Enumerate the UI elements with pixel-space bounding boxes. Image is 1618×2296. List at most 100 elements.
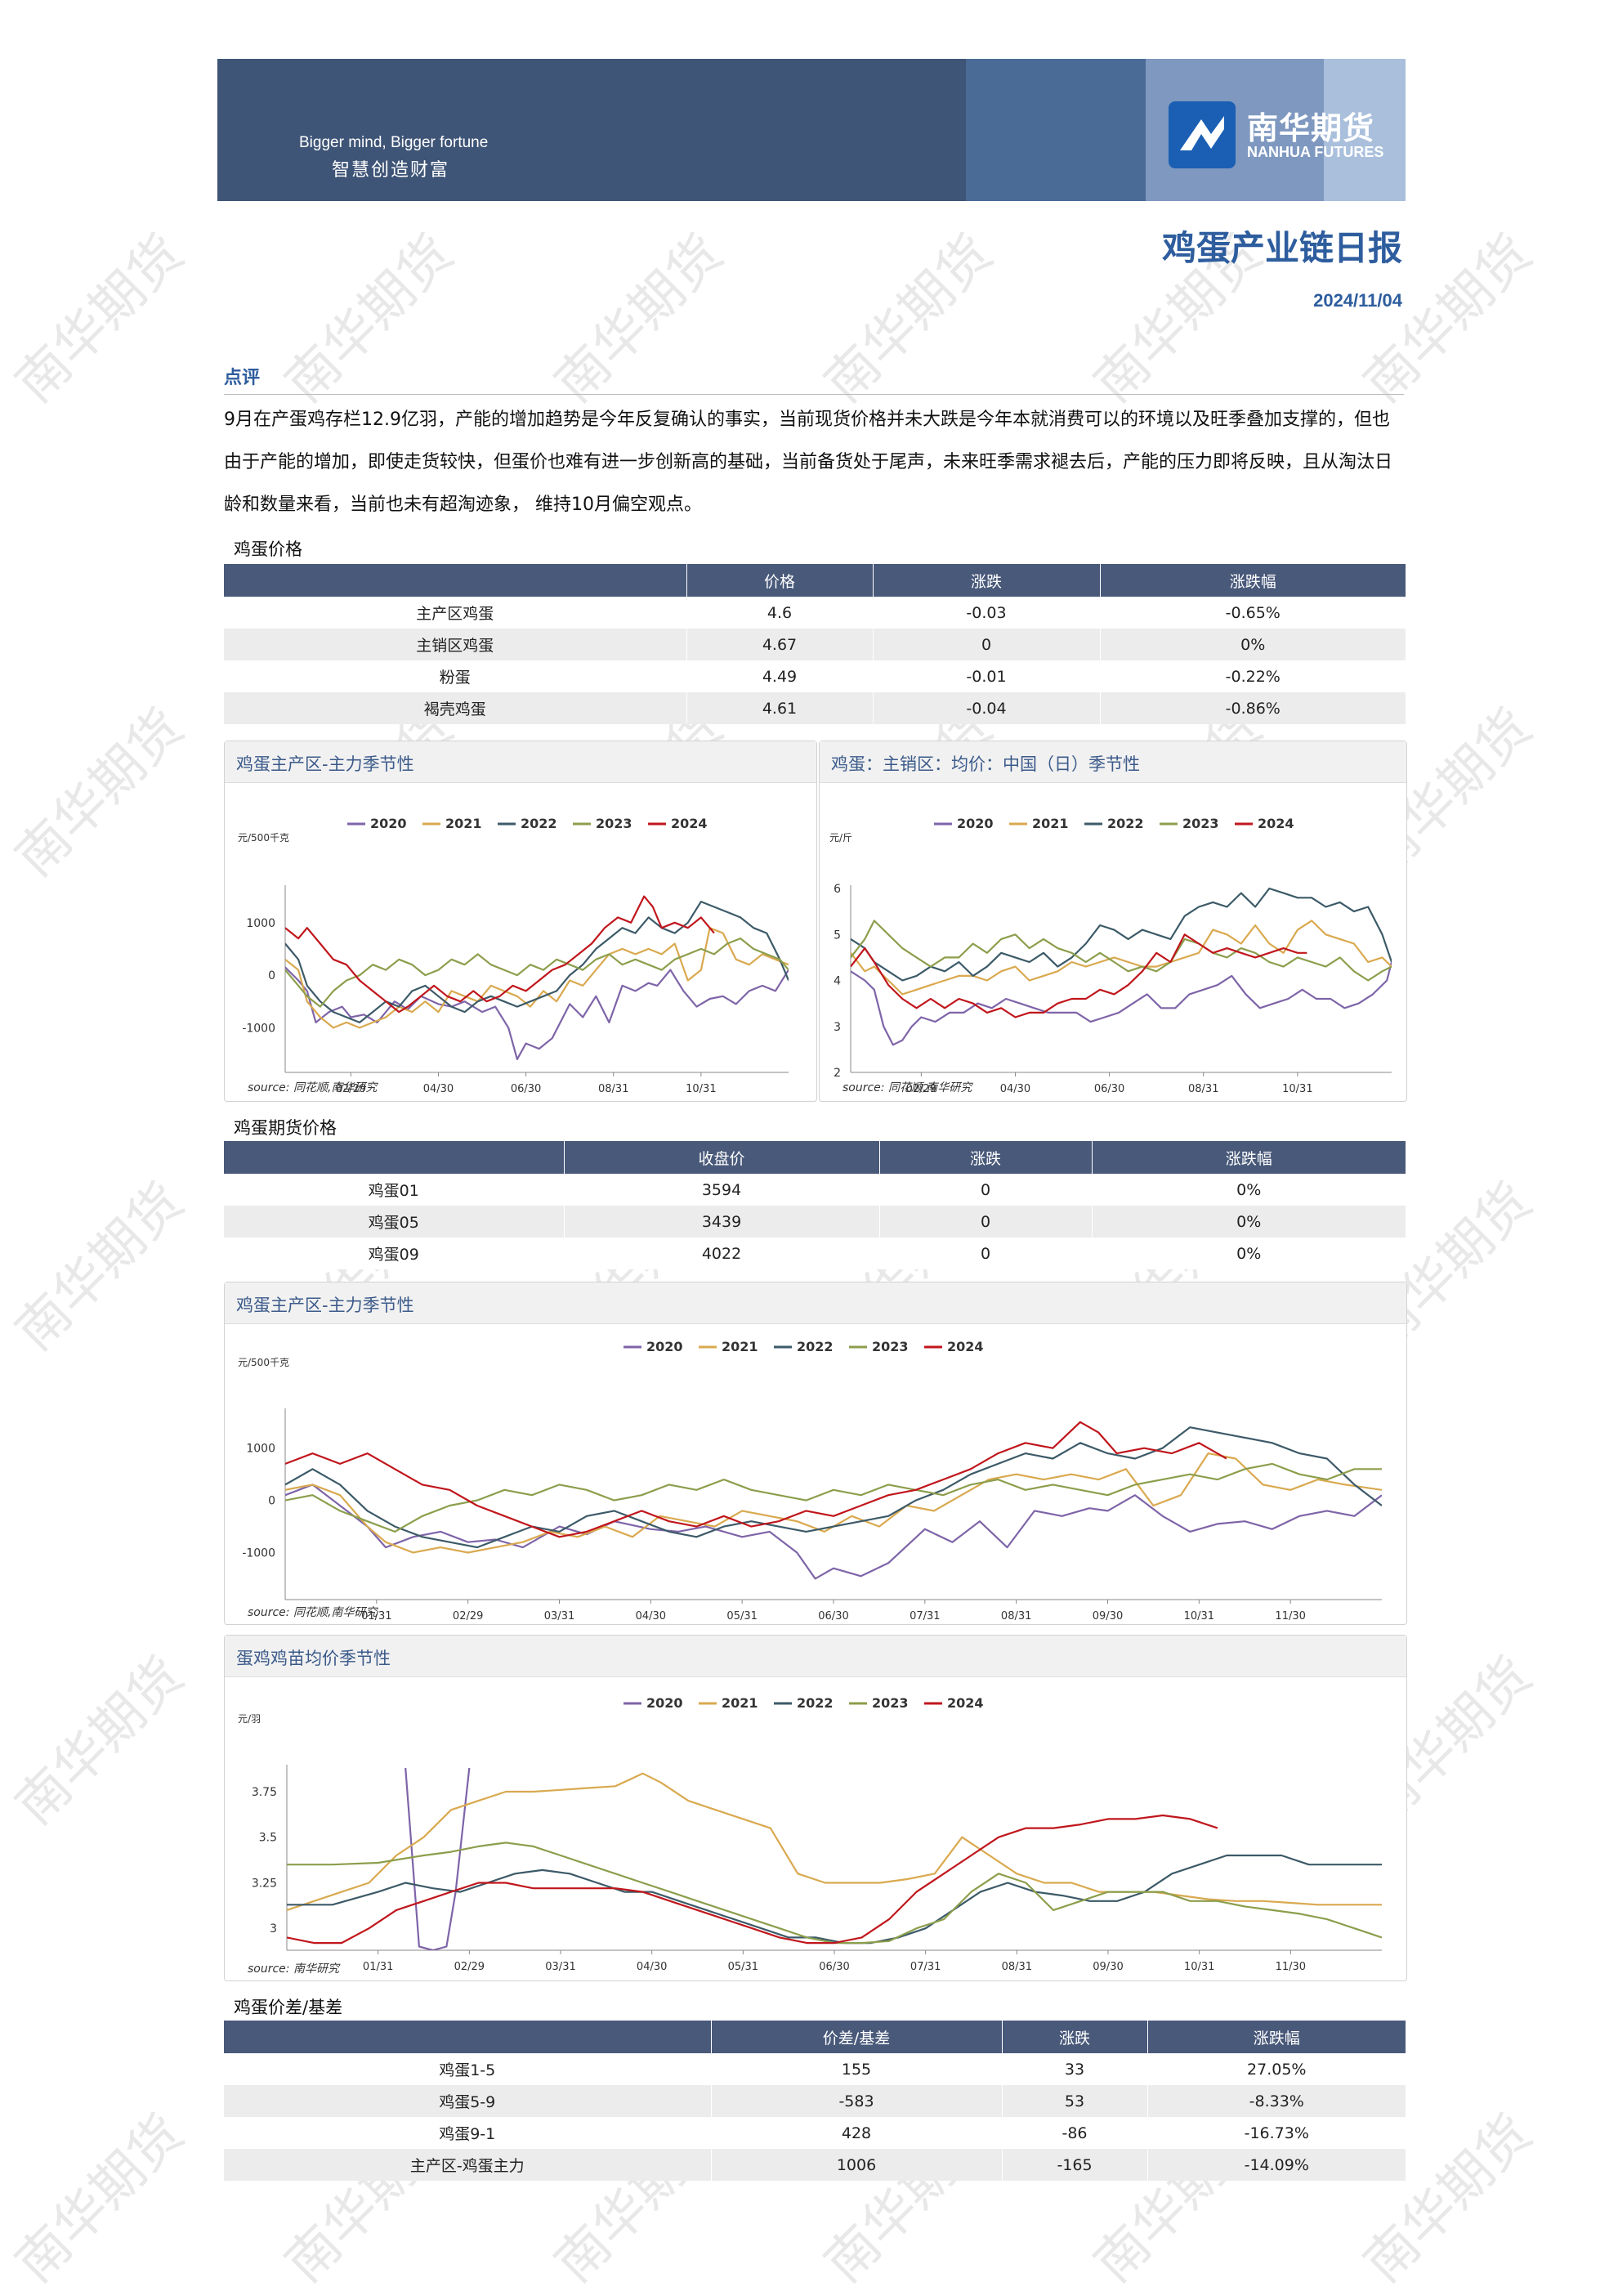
watermark-text: 南华期货: [543, 223, 735, 414]
logo-text-en: NANHUA FUTURES: [1247, 144, 1384, 160]
x-tick-label: 10/31: [1184, 1610, 1214, 1622]
x-tick-label: 08/31: [598, 1083, 628, 1095]
x-tick-label: 02/29: [453, 1610, 483, 1622]
series-line-2024: [851, 933, 1307, 1018]
legend-label: 2023: [596, 816, 632, 831]
series-line-2022: [285, 1426, 1382, 1549]
series-line-2021: [851, 920, 1392, 996]
watermark-text: 南华期货: [4, 1645, 195, 1837]
y-axis-label: 元/羽: [238, 1713, 261, 1725]
series-line-2021: [285, 1452, 1382, 1554]
watermark-text: 南华期货: [4, 223, 195, 414]
table-cell: 1006: [711, 2149, 1003, 2181]
chart-panel-chick-price: 蛋鸡鸡苗均价季节性 元/羽 3.75 3.5 3.25 3 01/31 02/29 03/31…: [224, 1635, 1407, 1981]
x-tick-label: 01/31: [363, 1961, 393, 1973]
table-cell: 0%: [1092, 1174, 1406, 1206]
table-cell: 0: [879, 1174, 1093, 1206]
x-tick-label: 10/31: [1184, 1961, 1214, 1973]
y-axis-label: 元/500千克: [238, 1357, 289, 1368]
series-line-2023: [287, 1842, 1382, 1945]
seasonal-line-chart: 元/斤 6 5 4 3 2 02/29 04/30 06/30 08/31 10/31 2020 202…: [829, 816, 1392, 1095]
table-cell: 0%: [1100, 629, 1406, 660]
series-line-2020: [404, 1767, 471, 1950]
table-header: 价格: [686, 564, 874, 597]
table-cell: 主销区鸡蛋: [224, 629, 687, 660]
table-cell: 0: [879, 1206, 1093, 1238]
x-tick-label: 10/31: [1282, 1083, 1312, 1095]
legend-label: 2021: [445, 816, 482, 831]
x-tick-label: 11/30: [1276, 1961, 1306, 1973]
table-cell: -165: [1002, 2149, 1148, 2181]
table-row: 粉蛋 4.49 -0.01 -0.22%: [224, 660, 1406, 692]
table-cell: 鸡蛋1-5: [224, 2053, 712, 2085]
chart-source: source: 同花顺,南华研究: [248, 1606, 378, 1619]
table-cell: 3439: [564, 1206, 880, 1238]
y-tick-label: 3: [270, 1922, 277, 1936]
y-tick-label: 4: [834, 975, 841, 988]
table-header: [224, 2021, 712, 2053]
x-tick-label: 08/31: [1188, 1083, 1218, 1095]
x-tick-label: 02/29: [454, 1961, 485, 1973]
legend-label: 2021: [722, 1695, 758, 1711]
chart-title: 鸡蛋主产区-主力季节性: [236, 1296, 414, 1315]
comment-text: 9月在产蛋鸡存栏12.9亿羽，产能的增加趋势是今年反复确认的事实，当前现货价格并…: [224, 410, 1393, 515]
table-header: 涨跌幅: [1100, 564, 1406, 597]
table-cell: 3594: [564, 1174, 880, 1206]
table-cell: 鸡蛋9-1: [224, 2117, 712, 2149]
nanhua-logo-icon: [1169, 101, 1236, 168]
x-tick-label: 03/31: [544, 1610, 574, 1622]
table-row: 鸡蛋09 4022 0 0%: [224, 1238, 1406, 1269]
x-tick-label: 02/29: [906, 1083, 936, 1095]
x-tick-label: 09/30: [1093, 1961, 1123, 1973]
header-banner: Bigger mind, Bigger fortune 智慧创造财富 南华期货 …: [217, 59, 1406, 201]
table-cell: -583: [711, 2085, 1003, 2117]
chart-source: source: 同花顺,南华研究: [843, 1081, 973, 1094]
legend-label: 2021: [1032, 816, 1069, 831]
table-cell: -0.22%: [1100, 660, 1406, 692]
seasonal-line-chart: 元/500千克 1000 0 -1000 02/29 04/30 06/30 08/31 10/…: [238, 816, 789, 1095]
table-cell: -16.73%: [1147, 2117, 1406, 2149]
legend-label: 2020: [646, 1695, 683, 1711]
series-line-2020: [285, 1484, 1382, 1580]
series-line-2024: [285, 1421, 1227, 1538]
y-axis-label: 元/斤: [829, 832, 852, 844]
legend-label: 2022: [521, 816, 557, 831]
series-line-2022: [851, 887, 1392, 982]
table-header: 涨跌幅: [1092, 1141, 1406, 1174]
chart-panel-main-producing: 鸡蛋主产区-主力季节性 元/500千克 1000 0 -1000 02/29 04/30 0…: [224, 741, 817, 1102]
table-cell: 鸡蛋01: [224, 1174, 565, 1206]
table-row: 鸡蛋05 3439 0 0%: [224, 1206, 1406, 1238]
watermark-text: 南华期货: [813, 223, 1004, 414]
legend-label: 2023: [1182, 816, 1219, 831]
x-tick-label: 10/31: [686, 1083, 716, 1095]
x-tick-label: 08/31: [1001, 1610, 1031, 1622]
spot-price-table: 价格 涨跌 涨跌幅 主产区鸡蛋 4.6 -0.03 -0.65% 主销区鸡蛋 4.67 0 0…: [224, 564, 1406, 724]
table-cell: -0.65%: [1100, 597, 1406, 629]
series-line-2024: [285, 895, 715, 1014]
table-row: 鸡蛋1-5 155 33 27.05%: [224, 2053, 1406, 2085]
legend-label: 2024: [1258, 816, 1294, 831]
x-tick-label: 06/30: [818, 1610, 848, 1622]
table-cell: 鸡蛋09: [224, 1238, 565, 1269]
table-cell: 褐壳鸡蛋: [224, 692, 687, 724]
series-line-2024: [287, 1814, 1218, 1945]
table-cell: 428: [711, 2117, 1003, 2149]
tagline-en: Bigger mind, Bigger fortune: [299, 134, 489, 151]
table-cell: 53: [1002, 2085, 1148, 2117]
series-line-2023: [285, 938, 789, 1008]
table-row: 鸡蛋9-1 428 -86 -16.73%: [224, 2117, 1406, 2149]
legend-label: 2022: [797, 1695, 834, 1711]
seasonal-line-chart: 元/500千克 1000 0 -1000 01/31 02/29 03/31 04/30 05/…: [238, 1339, 1382, 1622]
table-cell: 0: [873, 629, 1101, 660]
chart-panel-producing-full: 鸡蛋主产区-主力季节性 元/500千克 1000 0 -1000 01/31 02/29 0…: [224, 1282, 1407, 1625]
legend-label: 2022: [1107, 816, 1144, 831]
series-line-2020: [851, 961, 1392, 1046]
y-tick-label: 3.25: [252, 1877, 277, 1890]
table-header: 涨跌: [879, 1141, 1093, 1174]
table-header: 价差/基差: [711, 2021, 1003, 2053]
series-line-2023: [285, 1462, 1382, 1533]
logo-text-cn: 南华期货: [1247, 110, 1375, 146]
watermark-text: 南华期货: [4, 2103, 195, 2294]
x-tick-label: 06/30: [819, 1961, 849, 1973]
chart-title: 鸡蛋主产区-主力季节性: [236, 754, 414, 774]
